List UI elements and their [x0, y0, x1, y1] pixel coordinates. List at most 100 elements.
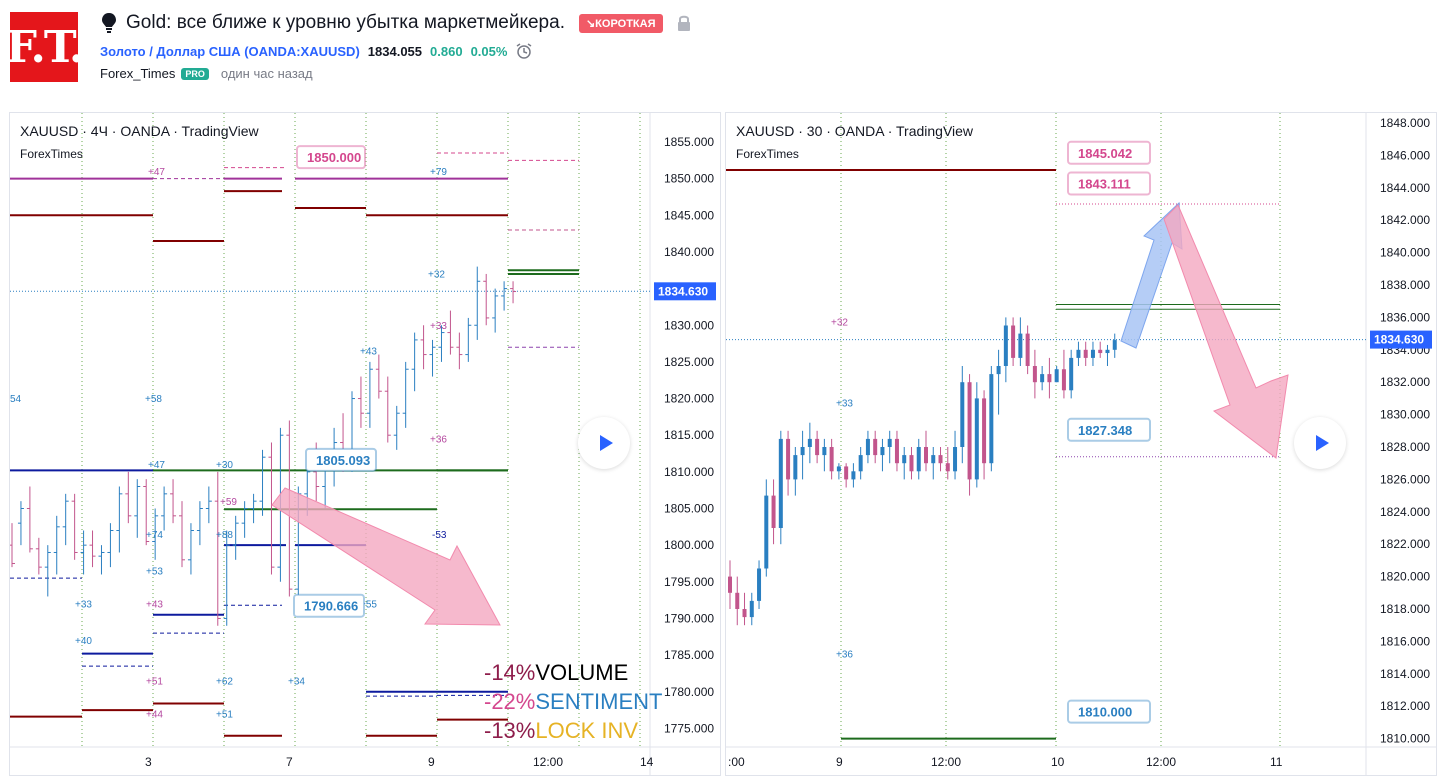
price-axis-label: 1820.000: [664, 392, 714, 406]
price-axis-label: 1816.000: [1380, 634, 1430, 648]
price-callout-label: 1805.093: [316, 453, 370, 468]
candle-body: [989, 374, 994, 464]
candle-body: [851, 471, 856, 480]
level-delta-label: +36: [430, 435, 447, 446]
price-change-pct: 0.05%: [470, 43, 508, 59]
candle-body: [749, 600, 754, 618]
current-price-label: 1834.630: [1374, 333, 1424, 347]
price-axis-label: 1840.000: [664, 245, 714, 259]
candle-body: [728, 576, 732, 593]
candle-body: [815, 438, 820, 456]
time-axis-label: 3: [145, 755, 152, 769]
price-axis-label: 1824.000: [1380, 505, 1430, 519]
price-callout-label: 1845.042: [1078, 146, 1132, 161]
candle-body: [793, 455, 798, 480]
price-axis-label: 1810.000: [664, 465, 714, 479]
symbol-link[interactable]: Золото / Доллар США (OANDA:XAUUSD): [100, 43, 360, 59]
candle-body: [844, 466, 849, 480]
price-axis-label: 1790.000: [664, 611, 714, 625]
time-axis-label: 9: [836, 755, 843, 769]
author-logo[interactable]: F.T.: [6, 12, 84, 82]
level-delta-label: +36: [836, 650, 853, 661]
price-axis-label: 1785.000: [664, 648, 714, 662]
level-delta-label: +51: [146, 676, 163, 687]
price-axis-label: 1815.000: [664, 428, 714, 442]
candle-body: [764, 495, 769, 569]
candle-body: [800, 447, 805, 456]
time-axis-label: 10: [1051, 755, 1065, 769]
candle-body: [953, 447, 958, 472]
candle-body: [1018, 333, 1023, 358]
left-play-button[interactable]: [578, 417, 630, 469]
price-axis-label: 1844.000: [1380, 181, 1430, 195]
play-icon: [1315, 435, 1329, 451]
candle-body: [778, 438, 783, 528]
price-axis-label: 1818.000: [1380, 602, 1430, 616]
time-axis-label: 12:00: [931, 755, 961, 769]
level-delta-label: +47: [148, 167, 165, 178]
price-callout-box: [293, 593, 365, 618]
candle-body: [916, 447, 921, 472]
left-chart-plot[interactable]: 1855.0001850.0001845.0001840.0001835.000…: [10, 113, 721, 776]
price-axis-label: 1830.000: [1380, 408, 1430, 422]
price-axis-label: 1840.000: [1380, 246, 1430, 260]
level-delta-label: +40: [75, 636, 92, 647]
time-axis-label: 12:00: [1146, 755, 1176, 769]
level-delta-label: +30: [216, 460, 233, 471]
candle-body: [1083, 349, 1088, 358]
candle-body: [924, 447, 928, 464]
candle-body: [858, 455, 863, 472]
price-axis-label: 1838.000: [1380, 278, 1430, 292]
level-delta-label: +74: [146, 530, 163, 541]
candle-body: [807, 438, 812, 447]
price-axis-label: 1810.000: [1380, 732, 1430, 746]
price-axis-label: 1822.000: [1380, 537, 1430, 551]
time-axis-label: 7: [286, 755, 293, 769]
price-axis-label: 1795.000: [664, 575, 714, 589]
candle-body: [836, 466, 841, 472]
right-chart-panel[interactable]: 1848.000 1846.000 1844.000 1842.000 1840.000…: [725, 112, 1437, 776]
left-chart-panel[interactable]: 1855.0001850.0001845.0001840.0001835.000…: [9, 112, 721, 776]
idea-title: Gold: все ближе к уровню убытка маркетме…: [126, 12, 565, 33]
level-delta-label: +44: [146, 709, 163, 720]
author-name[interactable]: Forex_Times: [100, 66, 176, 81]
price-axis-label: 1846.000: [1380, 148, 1430, 162]
legend-lock-inv: -13%LOCK INV: [484, 718, 639, 743]
time-axis-label: 12:00: [533, 755, 563, 769]
time-axis-label: 11: [1270, 755, 1283, 769]
time-axis-label: 14: [640, 755, 654, 769]
right-chart-plot[interactable]: 1848.000 1846.000 1844.000 1842.000 1840.000…: [726, 113, 1437, 776]
last-price: 1834.055: [367, 43, 423, 59]
alarm-clock-icon[interactable]: [515, 42, 533, 60]
level-delta-label: +53: [146, 566, 163, 577]
price-axis-label: 1775.000: [664, 721, 714, 735]
right-chart-title: XAUUSD · 30 · OANDA · TradingView: [736, 123, 974, 139]
price-axis-label: 1845.000: [664, 208, 714, 222]
price-axis-label: 1850.000: [664, 172, 714, 186]
price-axis-label: 1825.000: [664, 355, 714, 369]
candle-body: [902, 455, 907, 464]
candle-body: [1032, 366, 1037, 383]
title-row: Gold: все ближе к уровню убытка маркетме…: [100, 12, 691, 34]
author-row: Forex_Times PRO один час назад: [100, 66, 313, 81]
candle-body: [757, 568, 762, 601]
time-axis-label: 9: [428, 755, 435, 769]
price-callout-label: 1850.000: [307, 150, 361, 165]
candle-body: [1076, 349, 1081, 358]
candle-body: [1105, 349, 1110, 354]
right-play-button[interactable]: [1294, 417, 1346, 469]
candle-body: [1112, 340, 1117, 350]
price-axis-label: 1842.000: [1380, 213, 1430, 227]
sell-arrow: [271, 487, 501, 626]
price-callout-label: 1843.111: [1078, 177, 1131, 192]
candle-body: [887, 438, 892, 447]
level-delta-label: +47: [148, 460, 165, 471]
price-axis-label: 1848.000: [1380, 116, 1430, 130]
candle-body: [931, 455, 936, 464]
price-callout-label: 1790.666: [304, 599, 358, 614]
candle-body: [1025, 333, 1030, 366]
price-axis-label: 1832.000: [1380, 375, 1430, 389]
candle-body: [829, 447, 834, 472]
price-axis-label: 1805.000: [664, 502, 714, 516]
